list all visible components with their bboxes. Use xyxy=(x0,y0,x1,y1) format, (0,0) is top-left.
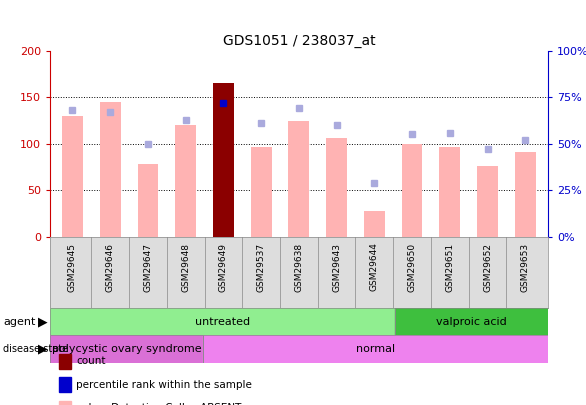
Text: untreated: untreated xyxy=(195,317,250,326)
Bar xyxy=(50,308,394,335)
Bar xyxy=(50,308,394,335)
Title: GDS1051 / 238037_at: GDS1051 / 238037_at xyxy=(223,34,375,48)
Text: polycystic ovary syndrome: polycystic ovary syndrome xyxy=(52,344,201,354)
Bar xyxy=(477,166,498,237)
Text: GSM29648: GSM29648 xyxy=(181,243,190,292)
Text: GSM29638: GSM29638 xyxy=(294,243,304,292)
Bar xyxy=(100,102,121,237)
Text: value, Detection Call = ABSENT: value, Detection Call = ABSENT xyxy=(76,403,241,405)
Bar xyxy=(288,122,309,237)
Text: GSM29645: GSM29645 xyxy=(68,243,77,292)
Bar xyxy=(203,335,548,363)
Text: GSM29651: GSM29651 xyxy=(445,243,454,292)
Text: percentile rank within the sample: percentile rank within the sample xyxy=(76,380,252,390)
Text: GSM29643: GSM29643 xyxy=(332,243,341,292)
Bar xyxy=(251,147,271,237)
Bar xyxy=(394,308,548,335)
Text: ▶: ▶ xyxy=(38,343,47,356)
Bar xyxy=(213,83,234,237)
Bar xyxy=(50,335,203,363)
Bar xyxy=(401,144,423,237)
Text: disease state: disease state xyxy=(3,344,68,354)
Text: GSM29537: GSM29537 xyxy=(257,243,265,292)
Text: ▶: ▶ xyxy=(38,315,47,328)
Text: GSM29646: GSM29646 xyxy=(105,243,115,292)
Bar xyxy=(50,335,203,363)
Bar xyxy=(203,335,548,363)
Bar xyxy=(394,308,548,335)
Text: normal: normal xyxy=(356,344,395,354)
Bar xyxy=(175,125,196,237)
Text: agent: agent xyxy=(3,317,35,326)
Bar xyxy=(364,211,384,237)
Text: GSM29647: GSM29647 xyxy=(144,243,152,292)
Text: count: count xyxy=(76,356,105,366)
Bar xyxy=(326,138,347,237)
Bar xyxy=(515,152,536,237)
Bar xyxy=(62,116,83,237)
Text: GSM29650: GSM29650 xyxy=(408,243,417,292)
Bar xyxy=(138,164,158,237)
Text: GSM29644: GSM29644 xyxy=(370,243,379,292)
Text: GSM29653: GSM29653 xyxy=(521,243,530,292)
Text: GSM29652: GSM29652 xyxy=(483,243,492,292)
Text: GSM29649: GSM29649 xyxy=(219,243,228,292)
Bar xyxy=(440,147,460,237)
Text: valproic acid: valproic acid xyxy=(436,317,507,326)
